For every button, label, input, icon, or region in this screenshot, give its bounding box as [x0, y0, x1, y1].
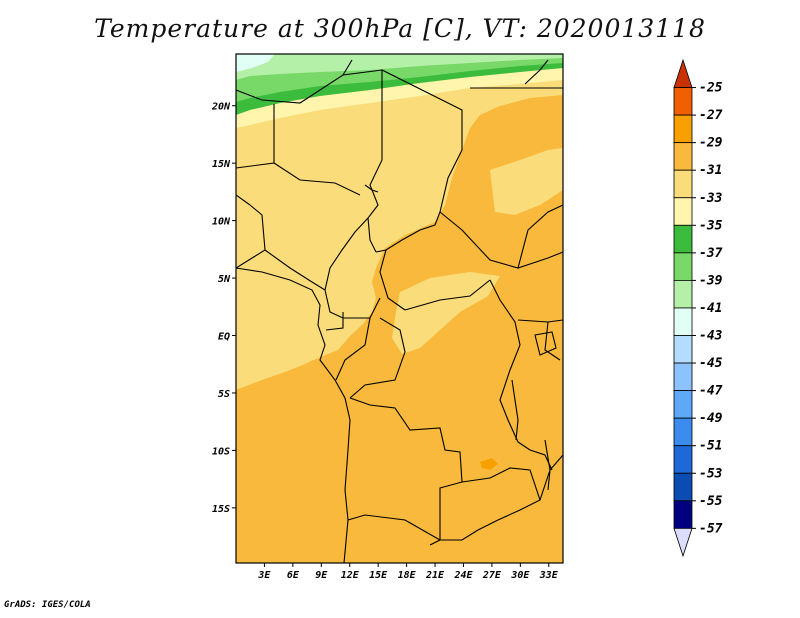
lat-tick-label: 10N	[212, 217, 231, 228]
colorbar-swatch	[673, 472, 693, 502]
band-41-43	[236, 54, 275, 72]
colorbar-swatch	[673, 362, 693, 391]
colorbar-swatch	[673, 169, 693, 199]
colorbar-label: -49	[699, 411, 723, 426]
lat-tick-label: 20N	[211, 102, 231, 113]
colorbar-label: -43	[699, 329, 723, 344]
colorbar-swatch	[673, 87, 693, 116]
map-frame	[235, 53, 564, 564]
grads-credit: GrADS: IGES/COLA	[4, 600, 91, 610]
lon-tick-label: 12E	[341, 570, 360, 581]
lat-tick-label: 15N	[212, 159, 231, 170]
lat-tick-label: 10S	[212, 446, 230, 457]
lat-tick-label: 5S	[218, 389, 230, 400]
lat-tick-label: 15S	[212, 504, 230, 515]
band-31-33	[236, 54, 563, 390]
colorbar-label: -51	[699, 439, 722, 454]
lon-tick-label: 18E	[398, 570, 417, 581]
colorbar-swatch	[673, 279, 693, 309]
colorbar-label: -27	[699, 108, 723, 123]
colorbar-swatch	[673, 390, 693, 419]
band-31-33-patch-east	[392, 272, 500, 354]
colorbar-swatch	[673, 307, 693, 336]
colorbar-swatch	[673, 224, 693, 254]
lat-axis: 20N 15N 10N 5N EQ 5S 10S 15S	[211, 102, 236, 515]
colorbar-swatch	[673, 445, 693, 474]
lon-tick-label: 21E	[425, 570, 445, 581]
colorbar-label: -57	[699, 521, 723, 536]
country-borders	[236, 59, 563, 563]
colorbar-label: -33	[699, 191, 723, 206]
colorbar-swatch	[673, 335, 693, 364]
colorbar-swatch	[673, 58, 693, 88]
colorbar-swatch	[673, 142, 693, 171]
map-title: Temperature at 300hPa [C], VT: 202001311…	[94, 14, 706, 43]
colorbar-swatch	[673, 527, 693, 558]
colorbar-label: -53	[699, 466, 723, 481]
lat-tick-label: 5N	[218, 274, 231, 285]
lat-tick-label: EQ	[218, 332, 230, 343]
lon-tick-label: 24E	[453, 570, 473, 581]
lon-tick-label: 33E	[539, 570, 559, 581]
colorbar-label: -41	[699, 301, 722, 316]
band-31-33-patch-ne	[490, 148, 563, 215]
band-39-41	[236, 54, 563, 80]
temperature-field	[236, 54, 563, 563]
lon-tick-label: 3E	[257, 570, 271, 581]
lon-tick-label: 9E	[315, 570, 328, 581]
band-27-29-patch	[480, 458, 498, 470]
colorbar-label: -31	[699, 163, 722, 178]
colorbar-label: -29	[699, 136, 723, 151]
lon-tick-label: 15E	[369, 570, 388, 581]
lon-tick-label: 30E	[510, 570, 530, 581]
colorbar-swatch	[673, 252, 693, 281]
colorbar-boxes	[673, 58, 693, 558]
colorbar-label: -37	[699, 246, 723, 261]
lon-tick-label: 6E	[287, 570, 300, 581]
colorbar-label: -39	[699, 273, 723, 288]
colorbar-swatch	[673, 500, 693, 529]
colorbar-swatch	[673, 417, 693, 447]
colorbar-swatch	[673, 114, 693, 144]
colorbar-label: -45	[699, 356, 723, 371]
lon-axis: 3E 6E 9E 12E 15E 18E 21E 24E 27E 30E 33E	[257, 563, 559, 581]
colorbar-labels: -25 -27 -29 -31 -33 -35 -37 -39 -41 -43 -45 -47 -49 -…	[692, 81, 723, 536]
colorbar-label: -35	[699, 218, 723, 233]
colorbar-label: -55	[699, 494, 723, 509]
colorbar-swatch	[673, 197, 693, 226]
colorbar-label: -25	[699, 81, 723, 96]
colorbar-label: -47	[699, 384, 723, 399]
lon-tick-label: 27E	[482, 570, 502, 581]
